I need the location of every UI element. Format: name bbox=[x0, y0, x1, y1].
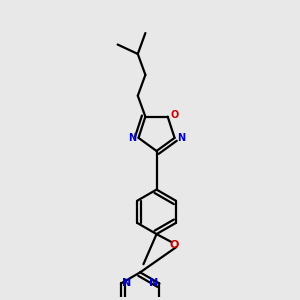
Text: N: N bbox=[122, 278, 131, 288]
Text: N: N bbox=[128, 133, 136, 143]
Text: N: N bbox=[177, 133, 185, 143]
Text: O: O bbox=[170, 239, 179, 250]
Text: N: N bbox=[149, 278, 158, 288]
Text: O: O bbox=[170, 110, 178, 120]
